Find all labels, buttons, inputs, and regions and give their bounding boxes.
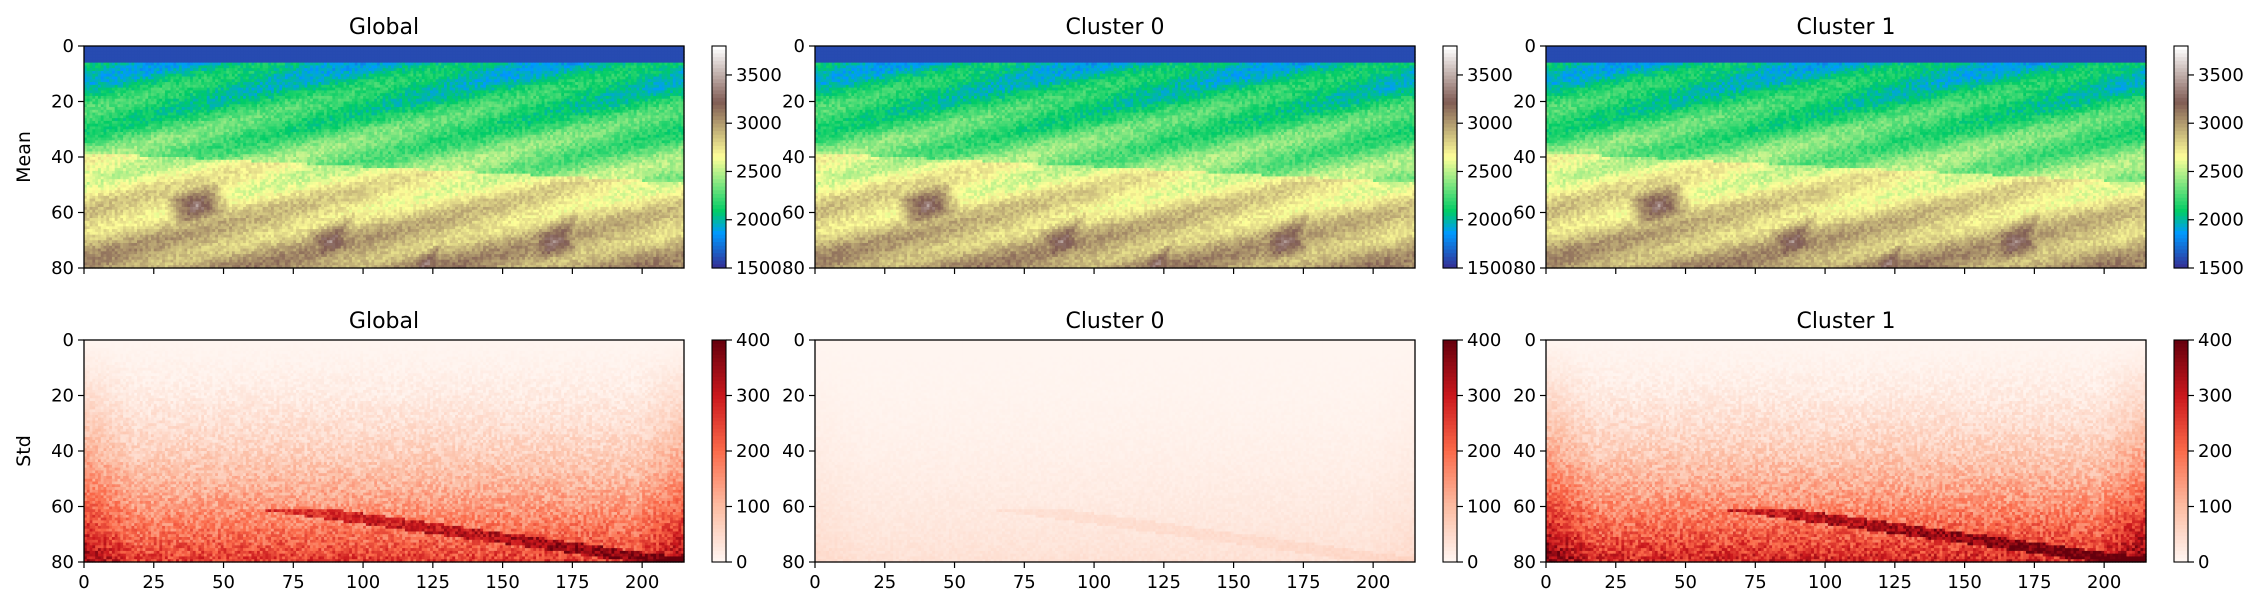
- heatmap-cells: [84, 46, 685, 269]
